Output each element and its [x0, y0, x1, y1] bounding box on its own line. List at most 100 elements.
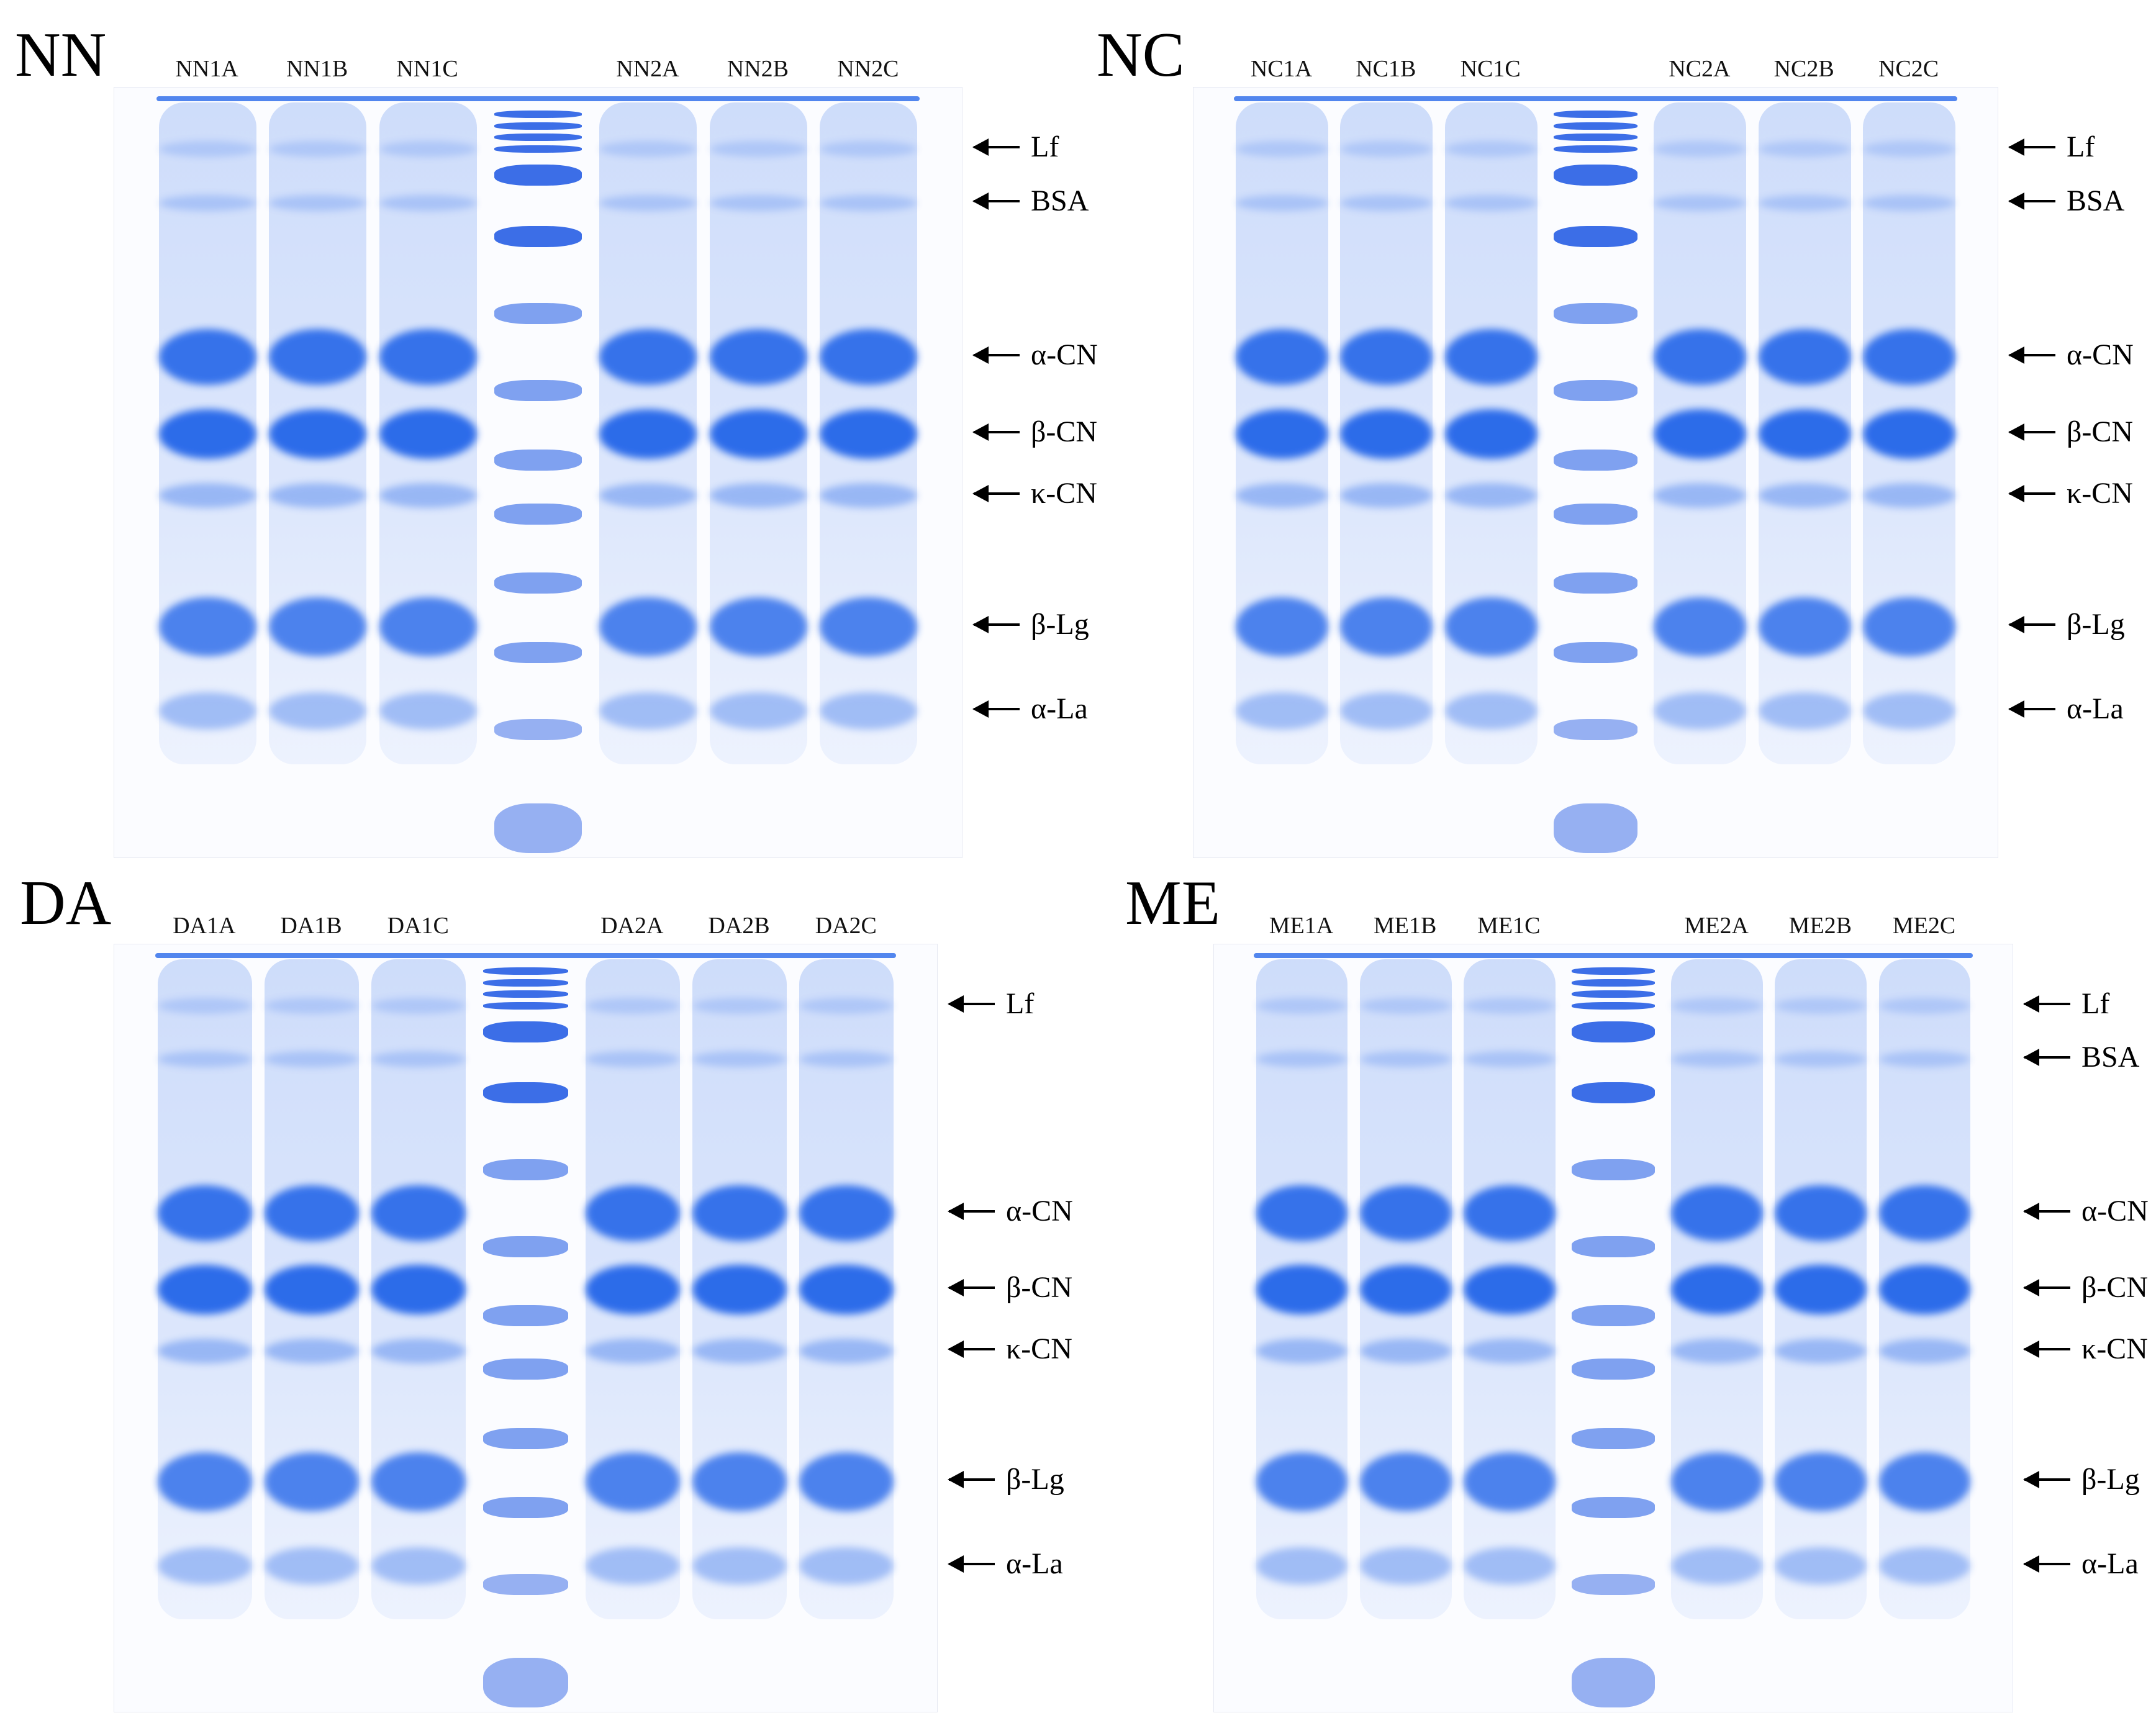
protein-band [1671, 997, 1764, 1014]
protein-band [264, 997, 360, 1014]
band-marker-label: Lf [2067, 130, 2095, 164]
ladder-band [1554, 165, 1637, 186]
protein-band [709, 692, 807, 730]
ladder-band [1572, 967, 1655, 975]
protein-band [1340, 409, 1433, 459]
ladder-band [494, 718, 582, 740]
protein-band [157, 1185, 252, 1241]
band-marker: α-CN [972, 340, 1098, 370]
protein-band [158, 141, 256, 158]
band-marker: α-La [948, 1549, 1063, 1579]
lane-label: DA1B [280, 913, 342, 939]
protein-band [1235, 141, 1328, 158]
protein-band [1359, 1185, 1452, 1241]
ladder-band [482, 979, 569, 987]
protein-band [1235, 195, 1328, 211]
protein-band [1256, 1547, 1348, 1585]
band-marker-label: β-CN [1006, 1271, 1073, 1304]
arrow-left-icon [972, 346, 1020, 364]
protein-band [820, 597, 918, 656]
protein-band [585, 1547, 680, 1585]
protein-band [269, 692, 367, 730]
ladder-band [482, 1021, 569, 1042]
protein-band [1775, 997, 1867, 1014]
protein-band [1863, 141, 1955, 158]
ladder-band [482, 1496, 569, 1518]
ladder-band [494, 133, 582, 142]
protein-band [1758, 483, 1851, 509]
ladder-band [482, 967, 569, 975]
protein-band [1256, 1452, 1348, 1511]
ladder-band [494, 572, 582, 594]
protein-band [1878, 1452, 1971, 1511]
protein-band [1863, 692, 1955, 730]
protein-band [269, 329, 367, 385]
protein-band [1775, 1185, 1867, 1241]
protein-band [157, 1051, 252, 1068]
protein-band [1758, 597, 1851, 656]
band-marker: β-Lg [972, 610, 1089, 640]
ladder-band [1554, 111, 1637, 119]
protein-band [1878, 1339, 1971, 1364]
arrow-left-icon [972, 423, 1020, 441]
protein-band [1463, 1185, 1556, 1241]
protein-band [1359, 997, 1452, 1014]
protein-band [1463, 1265, 1556, 1315]
ladder-band [482, 1359, 569, 1380]
arrow-left-icon [972, 485, 1020, 503]
ladder-band [482, 1001, 569, 1010]
band-marker-label: α-CN [2067, 338, 2134, 371]
band-marker: α-CN [2023, 1196, 2149, 1226]
ladder-band [482, 1082, 569, 1104]
protein-band [1359, 1547, 1452, 1585]
protein-band [1654, 692, 1747, 730]
band-marker: α-CN [948, 1196, 1073, 1226]
protein-band [799, 1452, 894, 1511]
arrow-left-icon [972, 192, 1020, 210]
protein-band [820, 483, 918, 509]
protein-band [1671, 1547, 1764, 1585]
protein-band [599, 483, 697, 509]
ladder-band [494, 641, 582, 663]
lane-label: NC1B [1356, 56, 1416, 82]
protein-band [371, 1339, 466, 1364]
protein-band [1863, 195, 1955, 211]
arrow-left-icon [2008, 192, 2055, 210]
protein-band [371, 1547, 466, 1585]
protein-band [1463, 1339, 1556, 1364]
arrow-left-icon [972, 138, 1020, 156]
band-marker: κ-CN [972, 477, 1097, 510]
arrow-left-icon [2023, 1340, 2070, 1359]
ladder-band [1554, 718, 1637, 740]
ladder-band [482, 1304, 569, 1326]
lane-label: DA2C [815, 913, 877, 939]
arrow-left-icon [2023, 1049, 2070, 1067]
ladder-band [1554, 133, 1637, 142]
protein-band [1775, 1051, 1867, 1068]
lane-label: NN1B [286, 56, 348, 82]
ladder-band [1572, 1001, 1655, 1010]
protein-band [1256, 1265, 1348, 1315]
band-marker-label: κ-CN [1031, 477, 1097, 510]
protein-band [709, 195, 807, 211]
arrow-left-icon [948, 1555, 995, 1573]
protein-band [1878, 1547, 1971, 1585]
protein-band [1340, 483, 1433, 509]
ladder-band [482, 1236, 569, 1257]
band-marker: β-Lg [2008, 610, 2125, 640]
protein-band [585, 1185, 680, 1241]
loading-well-line [156, 96, 920, 101]
protein-band [820, 329, 918, 385]
protein-band [585, 1265, 680, 1315]
protein-band [1444, 483, 1538, 509]
protein-band [1758, 141, 1851, 158]
protein-band [599, 141, 697, 158]
protein-band [157, 997, 252, 1014]
gel-image [1213, 944, 2013, 1712]
band-marker-label: β-CN [2081, 1271, 2149, 1304]
protein-band [269, 483, 367, 509]
protein-band [1256, 1339, 1348, 1364]
gel-panel-nn: NN NN1A NN1B NN1C NN2A NN2B NN2C Lf BSA α-CN β-C… [0, 0, 1098, 859]
ladder-band [1554, 303, 1637, 325]
protein-band [158, 409, 256, 459]
